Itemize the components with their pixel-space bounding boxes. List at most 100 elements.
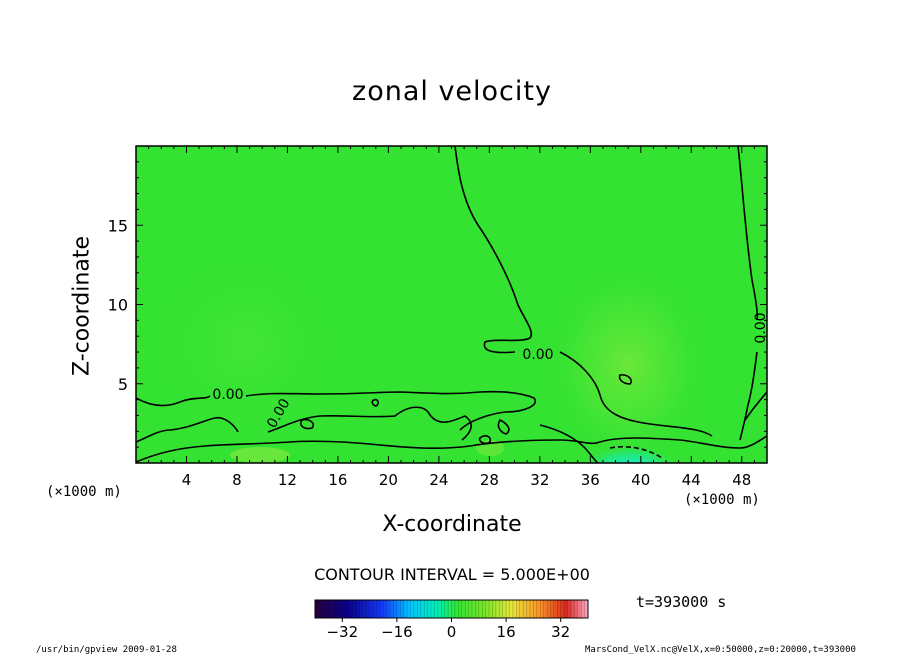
colorbar-swatch: [448, 600, 452, 618]
colorbar-swatch: [413, 600, 418, 618]
x-unit-label-right: (×1000 m): [684, 492, 760, 508]
time-label: t=393000 s: [636, 593, 727, 611]
colorbar-swatch: [577, 600, 582, 618]
colorbar-swatch: [393, 600, 398, 618]
colorbar-swatch: [366, 600, 370, 618]
colorbar-swatch: [485, 600, 490, 618]
colorbar-swatch: [424, 600, 428, 618]
x-tick-label: 12: [278, 471, 297, 489]
colorbar-swatch: [564, 600, 568, 618]
colorbar-swatch: [386, 600, 391, 618]
x-tick-label: 4: [182, 471, 192, 489]
colorbar-swatch: [355, 600, 360, 618]
x-tick-label: 8: [232, 471, 242, 489]
colorbar-swatch: [529, 600, 534, 618]
contour-label: 0.00: [212, 387, 243, 403]
colorbar-swatch: [441, 600, 445, 618]
colorbar-tick-label: −16: [381, 623, 413, 641]
colorbar-swatch: [383, 600, 387, 618]
colorbar-swatch: [417, 600, 422, 618]
colorbar-swatch: [512, 600, 517, 618]
colorbar-swatch: [434, 600, 439, 618]
positive-blob: [230, 447, 290, 463]
x-unit-label-left: (×1000 m): [46, 484, 122, 500]
colorbar-swatch: [379, 600, 384, 618]
colorbar-swatch: [352, 600, 357, 618]
x-axis-title: X-coordinate: [382, 512, 522, 537]
y-axis-title: Z-coordinate: [69, 236, 95, 376]
colorbar-swatch: [584, 600, 589, 618]
colorbar-swatch: [567, 600, 572, 618]
colorbar-swatch: [553, 600, 558, 618]
colorbar-swatch: [373, 600, 377, 618]
colorbar-swatch: [509, 600, 514, 618]
y-tick-label: 5: [118, 375, 128, 394]
colorbar-swatch: [475, 600, 480, 618]
colorbar-swatch: [516, 600, 521, 618]
colorbar-swatch: [570, 600, 575, 618]
colorbar-swatch: [492, 600, 497, 618]
colorbar-swatch: [410, 600, 415, 618]
colorbar-swatch: [359, 600, 364, 618]
colorbar-swatch: [550, 600, 555, 618]
y-tick-label: 15: [108, 216, 128, 235]
colorbar-tick-label: 0: [447, 623, 457, 641]
colorbar-swatch: [396, 600, 401, 618]
weak-positive-region: [150, 250, 340, 440]
colorbar-swatch: [328, 600, 333, 618]
colorbar-swatch: [315, 600, 319, 618]
colorbar-swatch: [332, 600, 336, 618]
colorbar-swatch: [468, 600, 473, 618]
x-tick-label: 32: [530, 471, 549, 489]
x-tick-label: 20: [379, 471, 398, 489]
colorbar-swatch: [407, 600, 411, 618]
colorbar-swatch: [427, 600, 432, 618]
colorbar-swatch: [506, 600, 510, 618]
colorbar-swatch: [458, 600, 463, 618]
colorbar-swatch: [390, 600, 394, 618]
colorbar-swatch: [318, 600, 323, 618]
colorbar-swatch: [526, 600, 531, 618]
x-tick-label: 24: [429, 471, 448, 489]
colorbar-swatch: [523, 600, 527, 618]
colorbar-swatch: [431, 600, 435, 618]
colorbar-swatch: [560, 600, 565, 618]
colorbar-swatch: [437, 600, 442, 618]
colorbar-swatch: [454, 600, 459, 618]
colorbar-swatch: [519, 600, 524, 618]
positive-maximum-region: [548, 265, 708, 463]
contour-lines: [136, 146, 767, 463]
footer-right: MarsCond_VelX.nc@VelX,x=0:50000,z=0:2000…: [585, 645, 856, 655]
contour-interval-label: CONTOUR INTERVAL = 5.000E+00: [314, 565, 590, 584]
contour-label: 0.00: [522, 347, 553, 363]
colorbar-swatch: [502, 600, 507, 618]
colorbar-swatch: [349, 600, 353, 618]
colorbar-swatch: [478, 600, 483, 618]
colorbar-swatch: [495, 600, 500, 618]
x-tick-label: 40: [631, 471, 650, 489]
x-tick-label: 36: [581, 471, 600, 489]
colorbar-swatch: [335, 600, 340, 618]
colorbar-swatch: [574, 600, 579, 618]
x-tick-label: 44: [682, 471, 701, 489]
colorbar-swatch: [471, 600, 476, 618]
colorbar-tick-label: 16: [497, 623, 516, 641]
colorbar-swatch: [376, 600, 381, 618]
colorbar-swatch: [540, 600, 544, 618]
footer-left: /usr/bin/gpview 2009-01-28: [36, 645, 177, 655]
x-tick-label: 48: [732, 471, 751, 489]
colorbar-swatch: [557, 600, 561, 618]
colorbar-tick-label: 32: [551, 623, 570, 641]
colorbar-swatch: [543, 600, 548, 618]
colorbar-tick-label: −32: [326, 623, 358, 641]
colorbar-swatch: [403, 600, 408, 618]
colorbar-swatch: [342, 600, 347, 618]
colorbar-swatch: [581, 600, 585, 618]
colorbar-swatch: [489, 600, 493, 618]
colorbar-swatch: [482, 600, 486, 618]
colorbar-swatch: [369, 600, 374, 618]
colorbar-swatch: [547, 600, 551, 618]
contour-label: 0.00: [753, 312, 769, 343]
negative-minimum-region: [580, 440, 680, 463]
